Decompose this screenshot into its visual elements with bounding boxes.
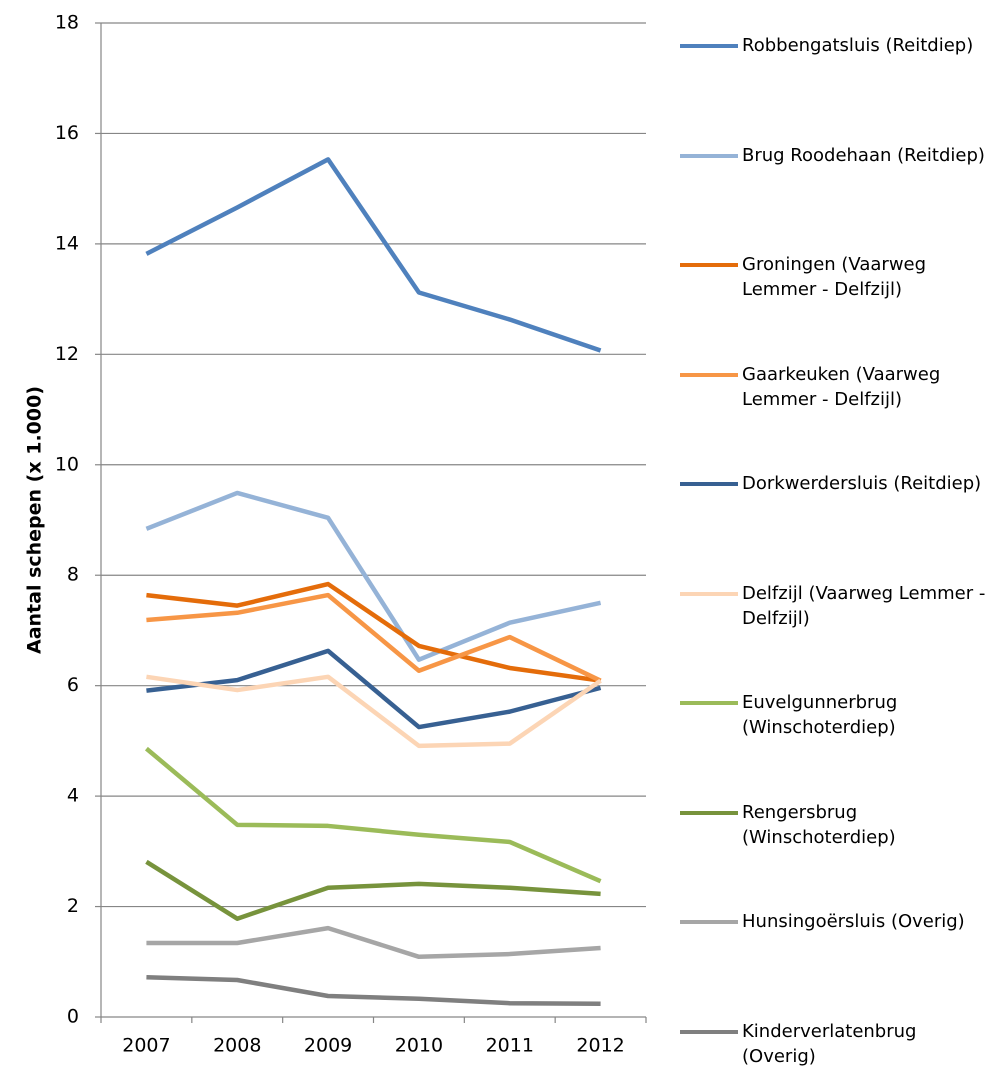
y-tick-label: 2 — [67, 895, 79, 917]
series-line — [145, 859, 601, 921]
legend-swatch — [680, 810, 738, 815]
y-tick-label: 18 — [55, 12, 79, 34]
legend-swatch — [680, 263, 738, 267]
x-tick-label: 2010 — [395, 1035, 443, 1057]
series-line — [146, 581, 601, 683]
series-line — [146, 592, 602, 683]
legend-label: Rengersbrug (Winschoterdiep) — [742, 801, 896, 848]
x-tick-label: 2008 — [213, 1035, 261, 1057]
series-line — [146, 648, 602, 730]
series-line — [145, 490, 602, 662]
legend-label: Brug Roodehaan (Reitdiep) — [742, 144, 985, 166]
series-line — [146, 974, 601, 1006]
series-line — [146, 674, 602, 749]
legend-swatch — [680, 153, 738, 158]
y-tick-label: 8 — [67, 564, 79, 586]
series-line — [146, 925, 601, 960]
legend-label: Hunsingoërsluis (Overig) — [742, 911, 965, 932]
x-tick-label: 2009 — [304, 1035, 352, 1057]
legend-label: Delfzijl (Vaarweg Lemmer - Delfzijl) — [742, 582, 986, 629]
y-tick-label: 0 — [67, 1006, 79, 1028]
y-tick-label: 6 — [67, 674, 79, 696]
y-tick-label: 12 — [55, 343, 79, 365]
x-tick-label: 2007 — [122, 1035, 170, 1057]
legend-label: Kinderverlatenbrug (Overig) — [742, 1020, 917, 1067]
legend-label: Groningen (Vaarweg Lemmer - Delfzijl) — [742, 254, 927, 300]
legend-label: Robbengatsluis (Reitdiep) — [742, 35, 974, 56]
x-tick-label: 2012 — [576, 1035, 624, 1057]
legend-swatch — [680, 701, 738, 705]
y-tick-label: 16 — [55, 122, 79, 144]
legend-swatch — [680, 920, 738, 924]
series-line — [145, 157, 602, 353]
legend-swatch — [680, 591, 738, 596]
legend-swatch — [680, 1029, 738, 1034]
legend-label: Gaarkeuken (Vaarweg Lemmer - Delfzijl) — [742, 363, 941, 410]
legend-label: Euvelgunnerbrug (Winschoterdiep) — [742, 692, 898, 738]
legend-swatch — [680, 372, 738, 377]
series-line — [144, 746, 602, 884]
y-tick-label: 14 — [55, 232, 79, 254]
legend-label: Dorkwerdersluis (Reitdiep) — [742, 473, 982, 494]
y-tick-label: 10 — [55, 453, 79, 475]
y-axis-title: Aantal schepen (x 1.000) — [24, 386, 46, 654]
legend-swatch — [680, 482, 738, 486]
x-tick-label: 2011 — [486, 1035, 534, 1057]
legend-swatch — [680, 44, 738, 48]
y-tick-label: 4 — [67, 785, 79, 807]
